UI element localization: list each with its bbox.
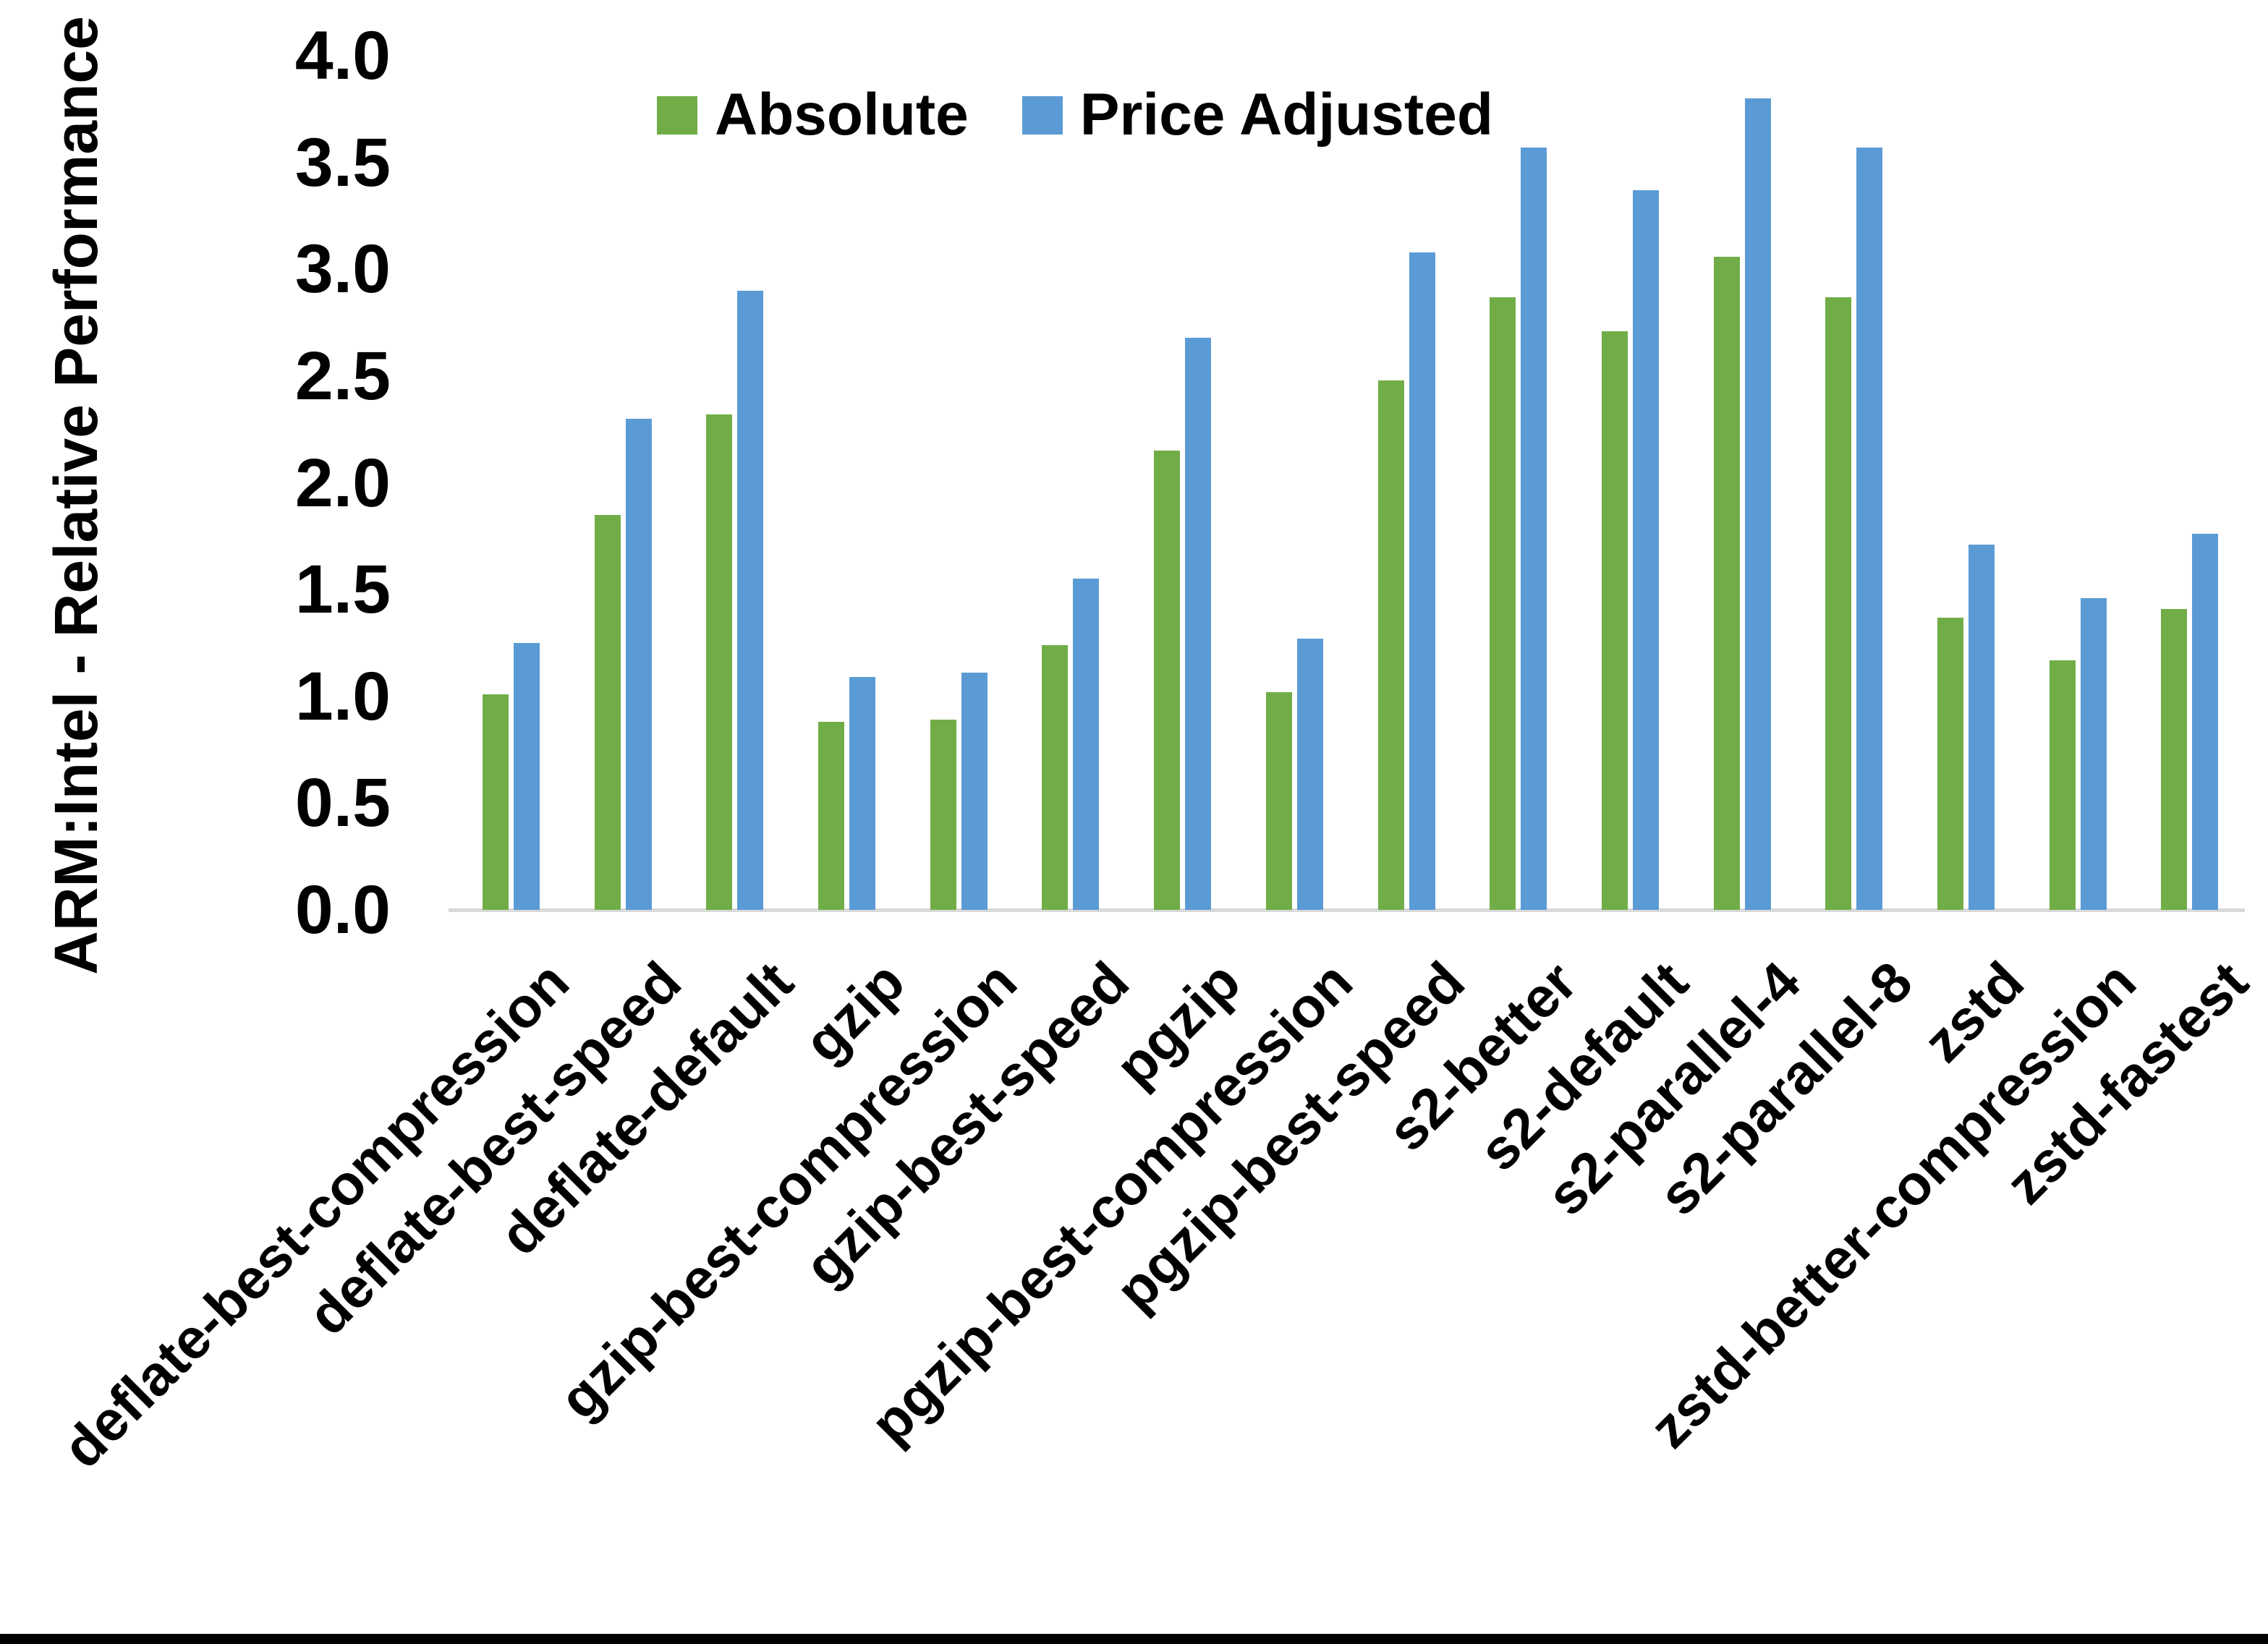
bar-price-adjusted-gzip [849,677,876,910]
bar-price-adjusted-deflate-best-compression [514,642,540,910]
bar-absolute-deflate-best-compression [483,694,509,910]
y-axis-tick-label: 3.0 [294,231,391,308]
bar-absolute-pgzip [1154,451,1181,910]
y-axis-tick-label: 2.0 [294,444,391,521]
bar-absolute-pgzip-best-compression [1265,691,1292,910]
bar-absolute-s2-parallel-4 [1713,256,1740,910]
legend-swatch-icon [657,95,697,135]
bar-absolute-deflate-default [706,414,733,910]
y-axis-tick-label: 1.5 [294,551,391,629]
y-axis-tick-label: 1.0 [294,657,391,735]
y-axis-tick-label: 0.5 [294,764,391,842]
legend-label: Price Adjusted [1079,82,1493,148]
bar-absolute-s2-parallel-8 [1825,297,1852,910]
bar-price-adjusted-gzip-best-compression [961,673,988,910]
bar-price-adjusted-s2-parallel-4 [1744,98,1771,910]
bar-absolute-zstd [1937,617,1963,910]
bar-price-adjusted-zstd [1968,545,1995,910]
bar-price-adjusted-pgzip-best-compression [1296,639,1323,910]
bar-price-adjusted-pgzip [1185,337,1212,910]
legend-item-absolute: Absolute [657,85,969,145]
bar-absolute-s2-default [1601,331,1628,910]
legend-swatch-icon [1022,95,1063,135]
bar-price-adjusted-gzip-best-speed [1073,579,1100,910]
bar-absolute-pgzip-best-speed [1377,380,1404,910]
y-axis-tick-label: 2.5 [294,337,391,414]
bar-price-adjusted-s2-parallel-8 [1856,147,1883,910]
y-axis-tick-label: 0.0 [294,872,391,948]
x-axis-line [449,908,2245,912]
legend-label: Absolute [715,82,969,148]
bar-absolute-s2-better [1490,297,1516,910]
legend-item-price-adjusted: Price Adjusted [1022,85,1493,145]
bar-price-adjusted-s2-better [1521,147,1547,910]
bar-absolute-gzip [818,722,845,910]
bar-price-adjusted-deflate-best-speed [625,418,652,910]
y-axis-tick-label: 3.5 [294,124,391,201]
bar-absolute-deflate-best-speed [594,514,621,910]
bar-price-adjusted-pgzip-best-speed [1409,252,1435,910]
bar-absolute-zstd-fastest [2161,608,2188,910]
y-axis-tick-label: 4.0 [294,17,391,94]
bar-price-adjusted-deflate-default [737,290,764,910]
bar-absolute-gzip-best-speed [1042,644,1069,910]
legend: Absolute Price Adjusted [657,85,1493,145]
bar-price-adjusted-s2-default [1632,190,1659,910]
bar-price-adjusted-zstd-fastest [2192,534,2219,910]
bar-absolute-gzip-best-compression [930,720,956,910]
bar-price-adjusted-zstd-better-compression [2080,597,2107,910]
bottom-border [0,1634,2268,1644]
bar-absolute-zstd-better-compression [2049,660,2076,910]
